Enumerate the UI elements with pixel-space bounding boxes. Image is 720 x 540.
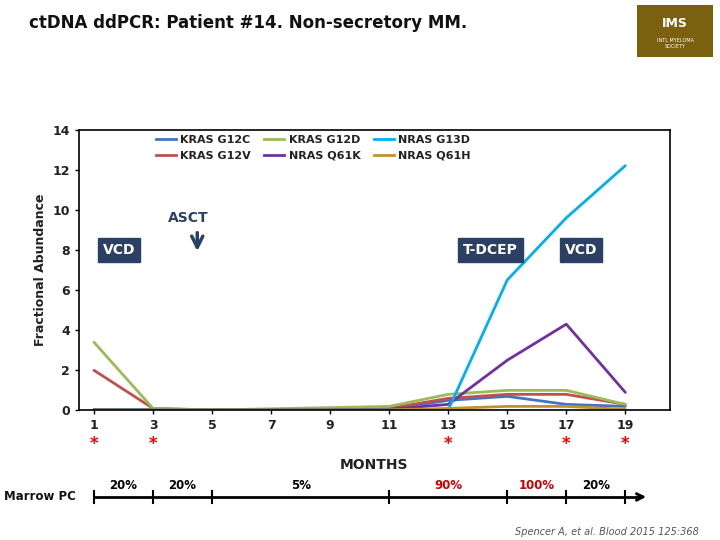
- Text: Spencer A, et al. Blood 2015 125:368: Spencer A, et al. Blood 2015 125:368: [515, 527, 698, 537]
- Text: INTL MYELOMA
SOCIETY: INTL MYELOMA SOCIETY: [657, 38, 693, 49]
- Text: VCD: VCD: [564, 243, 598, 257]
- Text: IMS: IMS: [662, 17, 688, 30]
- Text: 90%: 90%: [434, 480, 462, 492]
- Text: 5%: 5%: [291, 480, 310, 492]
- Text: Marrow PC: Marrow PC: [4, 490, 76, 503]
- Y-axis label: Fractional Abundance: Fractional Abundance: [34, 194, 47, 346]
- Legend: KRAS G12C, KRAS G12V, KRAS G12D, NRAS Q61K, NRAS G13D, NRAS Q61H: KRAS G12C, KRAS G12V, KRAS G12D, NRAS Q6…: [156, 135, 471, 161]
- Text: T-DCEP: T-DCEP: [463, 243, 518, 257]
- Text: *: *: [444, 435, 452, 454]
- Text: *: *: [621, 435, 629, 454]
- Text: MONTHS: MONTHS: [340, 458, 409, 472]
- Text: *: *: [90, 435, 98, 454]
- Text: 20%: 20%: [582, 480, 610, 492]
- Text: *: *: [149, 435, 157, 454]
- Text: 20%: 20%: [168, 480, 197, 492]
- Text: VCD: VCD: [103, 243, 135, 257]
- Text: ASCT: ASCT: [168, 211, 209, 225]
- Text: 100%: 100%: [518, 480, 555, 492]
- Text: 20%: 20%: [109, 480, 138, 492]
- Text: ctDNA ddPCR: Patient #14. Non-secretory MM.: ctDNA ddPCR: Patient #14. Non-secretory …: [29, 14, 467, 31]
- Text: *: *: [562, 435, 570, 454]
